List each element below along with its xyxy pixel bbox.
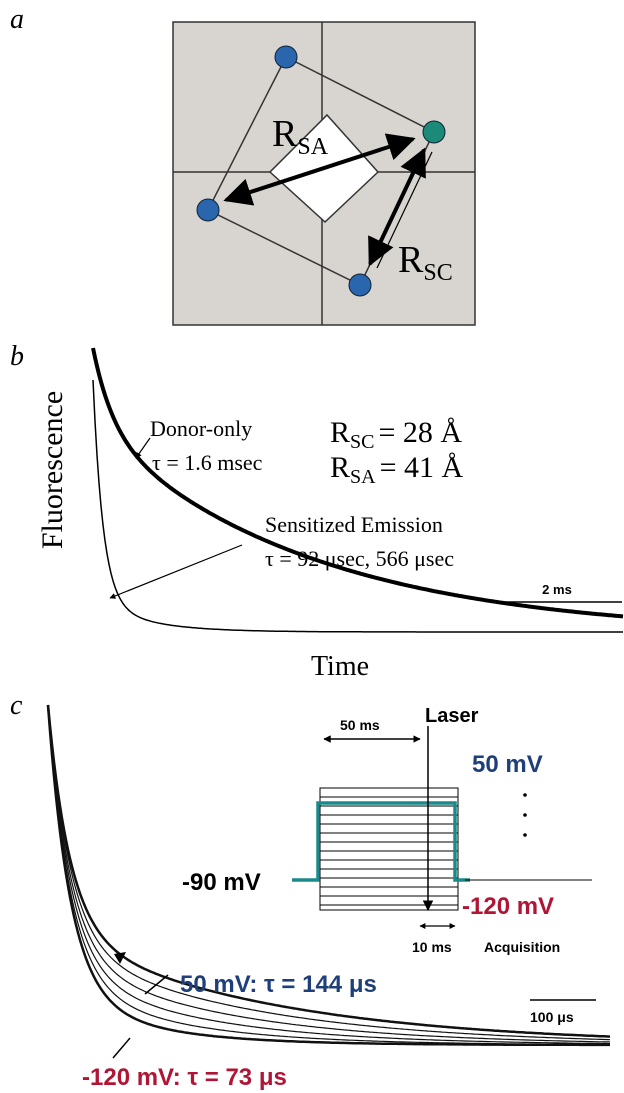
arrow (112, 1037, 131, 1059)
y-axis-label: Fluorescence (36, 391, 69, 549)
diagram-a (172, 21, 476, 326)
symbol: R (398, 239, 424, 281)
panel-label: b (10, 341, 24, 372)
arrow (144, 974, 169, 995)
annotation: τ = 92 μsec, 566 μsec (265, 546, 454, 571)
panel-label: c (10, 690, 23, 721)
annotation: 50 ms (340, 717, 380, 733)
annotation: -120 mV: τ = 73 μs (82, 1064, 287, 1091)
annotation: Donor-only (150, 416, 252, 441)
sensitized-curve (92, 379, 623, 633)
decay-curve (47, 704, 611, 1043)
decay-curve (47, 704, 611, 1041)
value: = 41 Å (380, 451, 464, 484)
arrow (109, 544, 243, 599)
protocol-inset (292, 726, 592, 929)
decay-curve (47, 704, 610, 1045)
subscript: SA (297, 134, 328, 160)
x-axis-label: Time (311, 651, 369, 682)
symbol: R (330, 416, 350, 449)
decay-curve (47, 704, 610, 1046)
annotation: Laser (425, 705, 479, 727)
annotation: 50 mV: τ = 144 μs (180, 971, 377, 998)
subscript: SA (350, 466, 376, 488)
subscript: SC (350, 431, 374, 453)
r-sa-label: RSA (272, 113, 329, 160)
annotation: 50 mV (472, 751, 543, 778)
scale-bar-label: 100 μs (530, 1009, 574, 1025)
r-sa-value: RSA = 41 Å (330, 451, 464, 488)
annotation: -90 mV (182, 869, 261, 896)
annotation: τ = 1.6 msec (152, 450, 263, 475)
r-sc-label: RSC (398, 239, 453, 286)
symbol: R (272, 113, 298, 155)
panel-label: a (10, 4, 24, 35)
donor-curve (91, 347, 624, 619)
annotation: Acquisition (484, 939, 560, 955)
arrow (135, 437, 151, 459)
decay-curve (46, 704, 610, 1047)
subscript: SC (423, 260, 452, 286)
r-sc-value: RSC = 28 Å (330, 416, 462, 453)
scale-bar-label: 2 ms (542, 582, 572, 597)
value: = 28 Å (378, 416, 462, 449)
annotation: -120 mV (462, 893, 554, 920)
decay-curve (46, 704, 611, 1038)
annotation: 10 ms (412, 939, 452, 955)
annotation: Sensitized Emission (265, 512, 443, 537)
symbol: R (330, 451, 350, 484)
arrowhead (114, 952, 126, 964)
decay-curves (46, 704, 611, 1047)
